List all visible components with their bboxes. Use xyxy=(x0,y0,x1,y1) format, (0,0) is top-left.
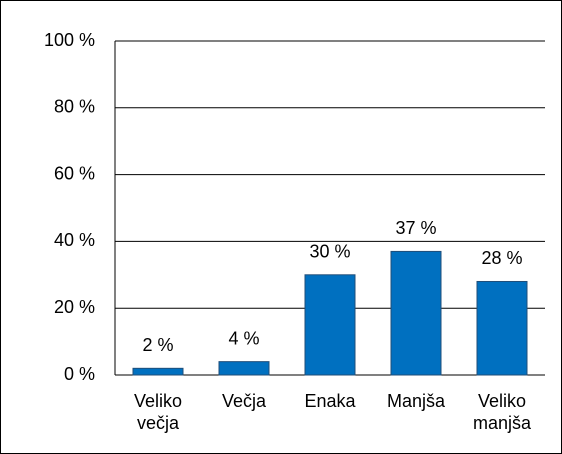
bar xyxy=(476,280,528,376)
x-tick-label: Večja xyxy=(221,391,267,411)
y-tick-label: 80 % xyxy=(54,97,95,117)
bar xyxy=(390,250,442,376)
bar xyxy=(218,361,270,376)
x-tick-label: Enaka xyxy=(304,391,356,411)
data-label: 2 % xyxy=(142,335,173,355)
bar xyxy=(304,274,356,376)
x-tick-label: Veliko večja xyxy=(133,391,183,433)
x-tick-label: Veliko manjša xyxy=(472,391,532,433)
data-label: 28 % xyxy=(481,248,522,268)
data-label: 4 % xyxy=(228,328,259,348)
data-label: 37 % xyxy=(395,218,436,238)
y-tick-label: 20 % xyxy=(54,297,95,317)
bar xyxy=(132,367,184,376)
y-tick-label: 0 % xyxy=(64,364,95,384)
y-tick-label: 40 % xyxy=(54,230,95,250)
y-tick-label: 100 % xyxy=(44,30,95,50)
y-tick-label: 60 % xyxy=(54,163,95,183)
x-tick-label: Manjša xyxy=(386,391,446,411)
data-label: 30 % xyxy=(309,242,350,262)
